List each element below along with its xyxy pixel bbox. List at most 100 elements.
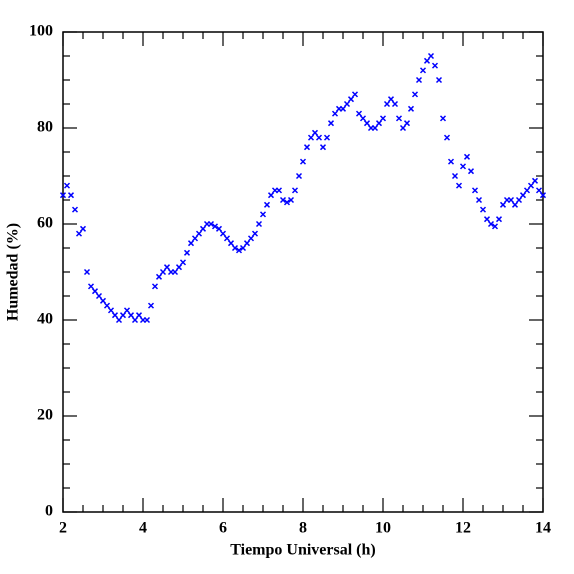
- point: [507, 196, 515, 204]
- point: [427, 52, 435, 60]
- point: [175, 264, 183, 271]
- point: [211, 223, 219, 230]
- point: [219, 230, 227, 237]
- point: [467, 168, 475, 175]
- point: [483, 216, 491, 223]
- point: [263, 201, 271, 208]
- point: [163, 264, 171, 271]
- point: [239, 244, 247, 252]
- point: [515, 196, 523, 204]
- point: [279, 196, 287, 204]
- point: [539, 192, 547, 199]
- y-tick-label: 20: [37, 407, 53, 424]
- x-tick-label: 12: [455, 520, 471, 537]
- point: [147, 302, 155, 309]
- point: [535, 187, 543, 194]
- point: [183, 249, 191, 256]
- point: [319, 144, 327, 151]
- point: [95, 292, 103, 300]
- point: [187, 240, 195, 247]
- point: [391, 100, 399, 108]
- point: [311, 129, 319, 136]
- point: [287, 196, 295, 204]
- point: [75, 230, 83, 237]
- point: [303, 144, 311, 151]
- point: [91, 288, 99, 295]
- point: [523, 187, 531, 194]
- point: [243, 240, 251, 247]
- point: [79, 225, 87, 232]
- point: [235, 247, 243, 254]
- point: [327, 120, 335, 127]
- point: [99, 297, 107, 304]
- point: [491, 223, 499, 230]
- point: [439, 115, 447, 122]
- point: [207, 220, 215, 228]
- point: [331, 110, 339, 117]
- point: [135, 312, 143, 319]
- point: [339, 105, 347, 112]
- point: [447, 158, 455, 165]
- point: [227, 240, 235, 247]
- point: [423, 57, 431, 64]
- point: [527, 182, 535, 189]
- point: [519, 192, 527, 199]
- point: [511, 201, 519, 208]
- point: [459, 163, 467, 170]
- point: [127, 312, 135, 319]
- point: [307, 134, 315, 141]
- y-tick-label: 40: [37, 311, 53, 328]
- point: [87, 283, 95, 290]
- point: [115, 316, 123, 324]
- point: [151, 283, 159, 290]
- point: [479, 206, 487, 213]
- point: [451, 172, 459, 180]
- point: [315, 134, 323, 141]
- point: [267, 192, 275, 199]
- point: [159, 268, 167, 276]
- y-tick-label: 0: [45, 503, 53, 520]
- point: [247, 235, 255, 242]
- point: [363, 120, 371, 127]
- point: [131, 316, 139, 324]
- point: [111, 312, 119, 319]
- point: [499, 201, 507, 208]
- point: [475, 196, 483, 204]
- point: [395, 115, 403, 122]
- y-axis-title: Humedad (%): [5, 223, 22, 321]
- y-tick-label: 80: [37, 119, 53, 136]
- point: [71, 206, 79, 213]
- point: [299, 158, 307, 165]
- point: [179, 259, 187, 266]
- x-tick-label: 14: [535, 520, 551, 537]
- plot-frame: [62, 31, 544, 513]
- point: [443, 134, 451, 141]
- point: [283, 199, 291, 206]
- x-tick-label: 6: [219, 520, 227, 537]
- point: [199, 225, 207, 232]
- point: [259, 211, 267, 218]
- point: [471, 187, 479, 194]
- point: [123, 307, 131, 314]
- point: [83, 268, 91, 276]
- point: [251, 230, 259, 237]
- point: [531, 177, 539, 184]
- point: [431, 62, 439, 69]
- point: [67, 192, 75, 199]
- point: [119, 312, 127, 319]
- point: [143, 316, 151, 324]
- point: [295, 172, 303, 180]
- point: [103, 302, 111, 309]
- point: [191, 235, 199, 242]
- point: [351, 91, 359, 98]
- point: [323, 134, 331, 141]
- point: [371, 124, 379, 132]
- point: [255, 220, 263, 228]
- point: [387, 96, 395, 103]
- point: [195, 230, 203, 237]
- y-tick-label: 60: [37, 215, 53, 232]
- point: [215, 225, 223, 232]
- x-tick-label: 4: [139, 520, 147, 537]
- point: [59, 192, 67, 199]
